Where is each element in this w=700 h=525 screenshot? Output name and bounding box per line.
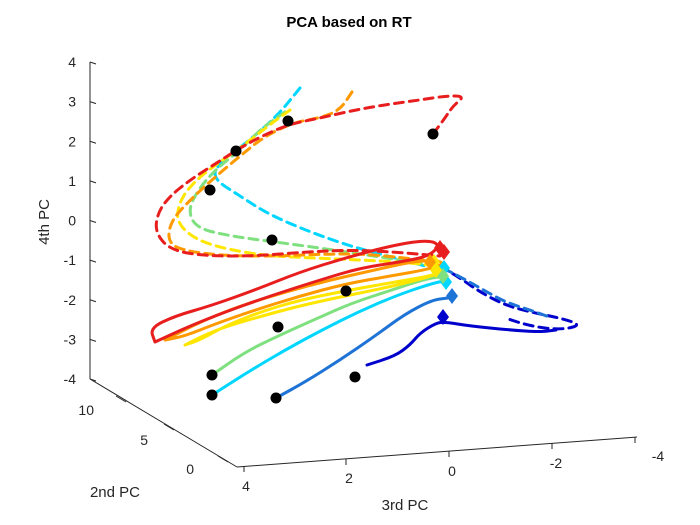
y-tick-mark: [163, 423, 175, 431]
z-tick-label: -3: [64, 331, 77, 347]
x-axis-line: [236, 436, 638, 468]
solid-trajectory-line: [274, 296, 450, 400]
marker-layer: [204, 115, 458, 404]
z-tick-label: 3: [68, 94, 76, 110]
solid-trajectory-line: [210, 278, 450, 397]
trajectory-start-point: [270, 392, 282, 404]
z-tick-mark: [89, 378, 97, 382]
z-tick-mark: [89, 338, 97, 342]
z-tick-label: 4: [68, 54, 76, 70]
z-tick-mark: [89, 259, 97, 263]
x-tick-label: -2: [550, 455, 563, 471]
x-tick-label: 4: [242, 478, 250, 494]
y-tick-mark: [115, 395, 127, 403]
chart-title: PCA based on RT: [286, 14, 411, 31]
trajectory-start-point: [282, 115, 294, 127]
y-tick-label: 10: [78, 402, 94, 418]
y-axis-label: 2nd PC: [90, 484, 140, 501]
dashed-trajectory-line: [428, 260, 554, 320]
z-tick-label: -1: [64, 252, 77, 268]
trajectory-start-point: [272, 321, 284, 333]
z-tick-mark: [89, 101, 97, 105]
y-axis-line: [89, 378, 238, 468]
trajectory-start-point: [427, 128, 439, 140]
y-tick-label: 5: [140, 432, 148, 448]
trajectory-start-point: [206, 369, 218, 381]
z-tick-mark: [89, 61, 97, 65]
series-layer: [150, 86, 578, 400]
trajectory-end-diamond: [446, 288, 458, 304]
z-tick-label: 2: [68, 133, 76, 149]
x-tick-label: 2: [345, 470, 353, 486]
z-tick-mark: [89, 220, 97, 223]
z-tick-label: 0: [68, 213, 76, 229]
trajectory-end-diamond: [437, 309, 449, 325]
z-axis-label: 4th PC: [36, 199, 53, 245]
axes: [89, 62, 638, 468]
z-tick-label: 1: [68, 173, 76, 189]
z-tick-mark: [89, 299, 97, 303]
y-tick-label: 0: [186, 461, 194, 477]
trajectory-start-point: [230, 145, 242, 157]
solid-trajectory-line: [365, 320, 558, 367]
z-tick-label: -2: [64, 292, 77, 308]
x-tick-label: -4: [652, 448, 665, 464]
z-tick-label: -4: [64, 371, 77, 387]
dashed-trajectory-line: [176, 108, 440, 268]
z-tick-mark: [89, 180, 97, 184]
x-axis-label: 3rd PC: [382, 497, 429, 514]
trajectory-end-diamond: [434, 240, 446, 256]
trajectory-start-point: [340, 285, 352, 297]
trajectory-start-point: [204, 184, 216, 196]
dashed-trajectory-line: [438, 264, 578, 331]
solid-trajectory-line: [210, 274, 448, 377]
y-tick-mark: [217, 455, 229, 463]
dashed-trajectory-line: [188, 110, 442, 268]
z-tick-mark: [89, 140, 97, 144]
trajectory-start-point: [266, 234, 278, 246]
dashed-trajectory-line: [154, 94, 463, 258]
trajectory-start-point: [206, 389, 218, 401]
x-tick-label: 0: [448, 463, 456, 479]
trajectory-end-diamond: [424, 254, 436, 270]
trajectory-start-point: [349, 371, 361, 383]
